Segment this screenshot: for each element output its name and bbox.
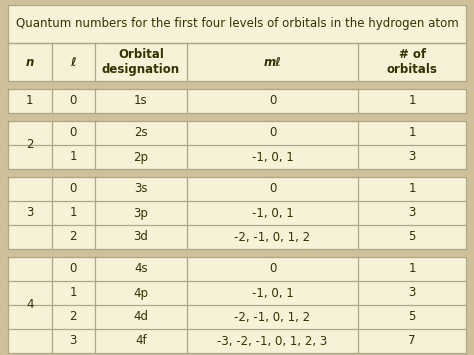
- Bar: [8, 43, 466, 81]
- Bar: [8, 89, 466, 113]
- Bar: [8, 5, 466, 43]
- Text: n: n: [26, 55, 34, 69]
- Text: Quantum numbers for the first four levels of orbitals in the hydrogen atom: Quantum numbers for the first four level…: [16, 17, 458, 31]
- Text: 3s: 3s: [134, 182, 147, 196]
- Text: 0: 0: [70, 262, 77, 275]
- Text: 3: 3: [26, 207, 34, 219]
- Text: 3: 3: [70, 334, 77, 348]
- Text: ℓ: ℓ: [71, 55, 76, 69]
- Text: 0: 0: [269, 94, 276, 108]
- Text: 7: 7: [409, 334, 416, 348]
- Text: 3: 3: [409, 151, 416, 164]
- Text: 2: 2: [70, 311, 77, 323]
- Text: -2, -1, 0, 1, 2: -2, -1, 0, 1, 2: [235, 230, 310, 244]
- Text: 4: 4: [26, 299, 34, 311]
- Text: 5: 5: [409, 230, 416, 244]
- Text: # of
orbitals: # of orbitals: [387, 48, 438, 76]
- Text: -3, -2, -1, 0, 1, 2, 3: -3, -2, -1, 0, 1, 2, 3: [218, 334, 328, 348]
- Text: mℓ: mℓ: [264, 55, 282, 69]
- Text: Orbital
designation: Orbital designation: [102, 48, 180, 76]
- Text: 4s: 4s: [134, 262, 147, 275]
- Bar: [8, 121, 466, 169]
- Text: 0: 0: [70, 94, 77, 108]
- Text: 1: 1: [409, 126, 416, 140]
- Text: 2p: 2p: [133, 151, 148, 164]
- Text: 1: 1: [70, 207, 77, 219]
- Text: 1: 1: [26, 94, 34, 108]
- Text: 2s: 2s: [134, 126, 147, 140]
- Text: 4d: 4d: [133, 311, 148, 323]
- Text: 5: 5: [409, 311, 416, 323]
- Text: 3: 3: [409, 286, 416, 300]
- Text: 1: 1: [70, 286, 77, 300]
- Text: 1: 1: [70, 151, 77, 164]
- Text: 1: 1: [409, 182, 416, 196]
- Text: 0: 0: [269, 262, 276, 275]
- Text: 4p: 4p: [133, 286, 148, 300]
- Text: 3: 3: [409, 207, 416, 219]
- Bar: [8, 257, 466, 353]
- Text: 0: 0: [70, 182, 77, 196]
- Text: 3d: 3d: [133, 230, 148, 244]
- Text: 0: 0: [70, 126, 77, 140]
- Text: -1, 0, 1: -1, 0, 1: [252, 151, 293, 164]
- Text: -1, 0, 1: -1, 0, 1: [252, 286, 293, 300]
- Text: 2: 2: [26, 138, 34, 152]
- Text: -2, -1, 0, 1, 2: -2, -1, 0, 1, 2: [235, 311, 310, 323]
- Text: 1s: 1s: [134, 94, 147, 108]
- Text: 0: 0: [269, 126, 276, 140]
- Text: 0: 0: [269, 182, 276, 196]
- Text: 2: 2: [70, 230, 77, 244]
- Text: 1: 1: [409, 94, 416, 108]
- Text: 4f: 4f: [135, 334, 146, 348]
- Text: -1, 0, 1: -1, 0, 1: [252, 207, 293, 219]
- Text: 3p: 3p: [133, 207, 148, 219]
- Bar: [8, 177, 466, 249]
- Text: 1: 1: [409, 262, 416, 275]
